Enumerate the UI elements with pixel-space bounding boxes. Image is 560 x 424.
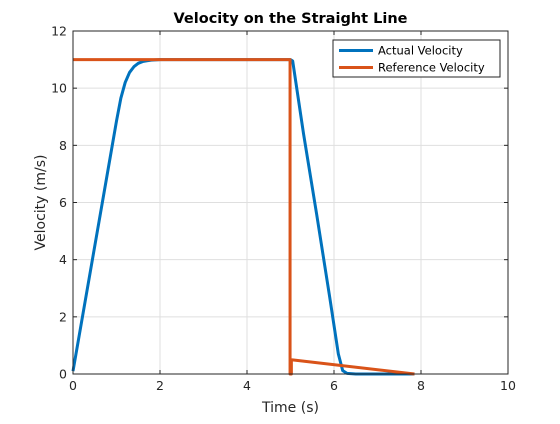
x-tick-label: 10 bbox=[500, 378, 516, 393]
y-tick-label: 12 bbox=[51, 24, 67, 39]
legend: Actual Velocity Reference Velocity bbox=[332, 39, 501, 78]
y-tick-label: 10 bbox=[51, 81, 67, 96]
legend-label-0: Actual Velocity bbox=[378, 44, 463, 58]
legend-label-1: Reference Velocity bbox=[378, 61, 485, 75]
x-tick-label: 6 bbox=[330, 378, 338, 393]
chart-title: Velocity on the Straight Line bbox=[174, 11, 408, 27]
y-tick-label: 8 bbox=[59, 138, 67, 153]
x-axis-label: Time (s) bbox=[261, 400, 319, 416]
y-tick-label: 0 bbox=[59, 367, 67, 382]
x-tick-label: 8 bbox=[417, 378, 425, 393]
ticks: 0 2 4 6 8 10 0 2 4 6 8 10 12 bbox=[51, 24, 516, 394]
y-tick-label: 2 bbox=[59, 309, 67, 324]
y-axis-label: Velocity (m/s) bbox=[33, 155, 49, 251]
x-tick-label: 4 bbox=[243, 378, 251, 393]
y-tick-label: 6 bbox=[59, 195, 67, 210]
legend-box bbox=[332, 39, 501, 78]
x-tick-label: 0 bbox=[69, 378, 77, 393]
y-tick-label: 4 bbox=[59, 252, 67, 267]
x-tick-label: 2 bbox=[156, 378, 164, 393]
